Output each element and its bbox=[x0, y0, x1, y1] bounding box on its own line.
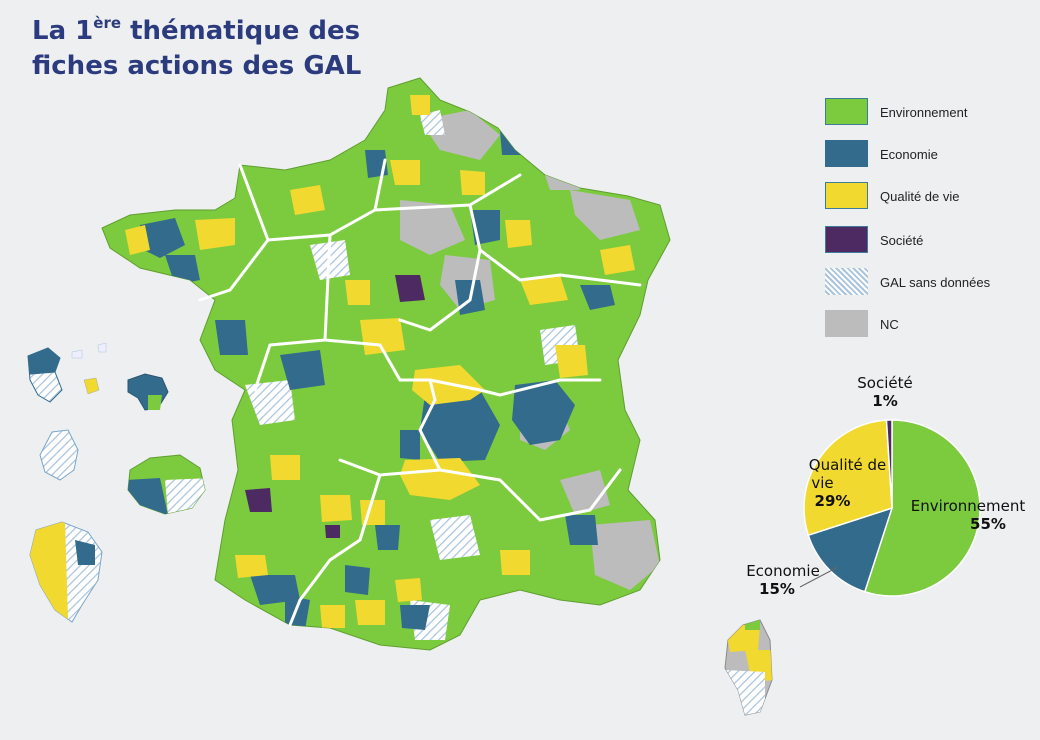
pie-label-eco-pct: 15% bbox=[759, 580, 795, 598]
legend-item-economie: Economie bbox=[825, 140, 1035, 170]
title-superscript: ère bbox=[93, 14, 122, 32]
pie-slice-3 bbox=[885, 419, 893, 509]
legend-label: Environnement bbox=[880, 105, 968, 120]
legend-swatch-nc bbox=[825, 310, 868, 337]
title-line2: fiches actions des GAL bbox=[32, 51, 362, 81]
title-prefix: La 1 bbox=[32, 16, 94, 46]
legend-swatch-environnement bbox=[825, 98, 868, 125]
guadeloupe-map bbox=[27, 342, 107, 403]
pie-label-eco-name: Economie bbox=[746, 562, 820, 580]
legend-swatch-sans-donnees bbox=[825, 268, 868, 295]
mayotte-map bbox=[127, 373, 169, 411]
pie-label-qualite-name-1: Qualité de bbox=[808, 456, 887, 474]
legend-label: Economie bbox=[880, 147, 938, 162]
legend-swatch-societe bbox=[825, 226, 868, 253]
title-line1-rest: thématique des bbox=[121, 16, 361, 46]
legend-label: Qualité de vie bbox=[880, 189, 960, 204]
pie-slice-2 bbox=[803, 419, 893, 537]
guyane-map bbox=[29, 521, 103, 623]
pie-slice-0 bbox=[863, 419, 981, 597]
pie-label-qualite: Qualité de vie 29% bbox=[805, 456, 890, 510]
pie-label-societe: Société 1% bbox=[850, 374, 920, 410]
pie-label-env-pct: 55% bbox=[970, 515, 1006, 533]
pie-label-societe-pct: 1% bbox=[872, 392, 898, 410]
legend-swatch-economie bbox=[825, 140, 868, 167]
page-title: La 1ère thématique des fiches actions de… bbox=[32, 14, 361, 84]
legend-label: NC bbox=[880, 317, 899, 332]
metropole-map bbox=[101, 77, 671, 651]
legend-label: GAL sans données bbox=[880, 275, 991, 290]
pie-label-qualite-name-2: vie bbox=[811, 474, 834, 492]
legend-item-qualite: Qualité de vie bbox=[825, 182, 1035, 212]
martinique-map bbox=[39, 429, 79, 481]
legend-item-societe: Société bbox=[825, 226, 1035, 256]
legend-swatch-qualite bbox=[825, 182, 868, 209]
pie-chart bbox=[803, 419, 981, 597]
corse-map bbox=[724, 619, 773, 716]
pie-label-economie: Economie 15% bbox=[740, 562, 826, 598]
reunion-map bbox=[127, 454, 206, 515]
legend-item-environnement: Environnement bbox=[825, 98, 1035, 128]
pie-label-societe-name: Société bbox=[857, 374, 913, 392]
legend-item-sans-donnees: GAL sans données bbox=[825, 268, 1035, 298]
legend-item-nc: NC bbox=[825, 310, 1035, 340]
pie-label-qualite-pct: 29% bbox=[814, 492, 851, 510]
eco-leader-line bbox=[799, 566, 839, 588]
legend-label: Société bbox=[880, 233, 924, 248]
pie-label-environnement: Environnement 55% bbox=[905, 497, 1031, 533]
pie-label-env-name: Environnement bbox=[910, 497, 1026, 515]
